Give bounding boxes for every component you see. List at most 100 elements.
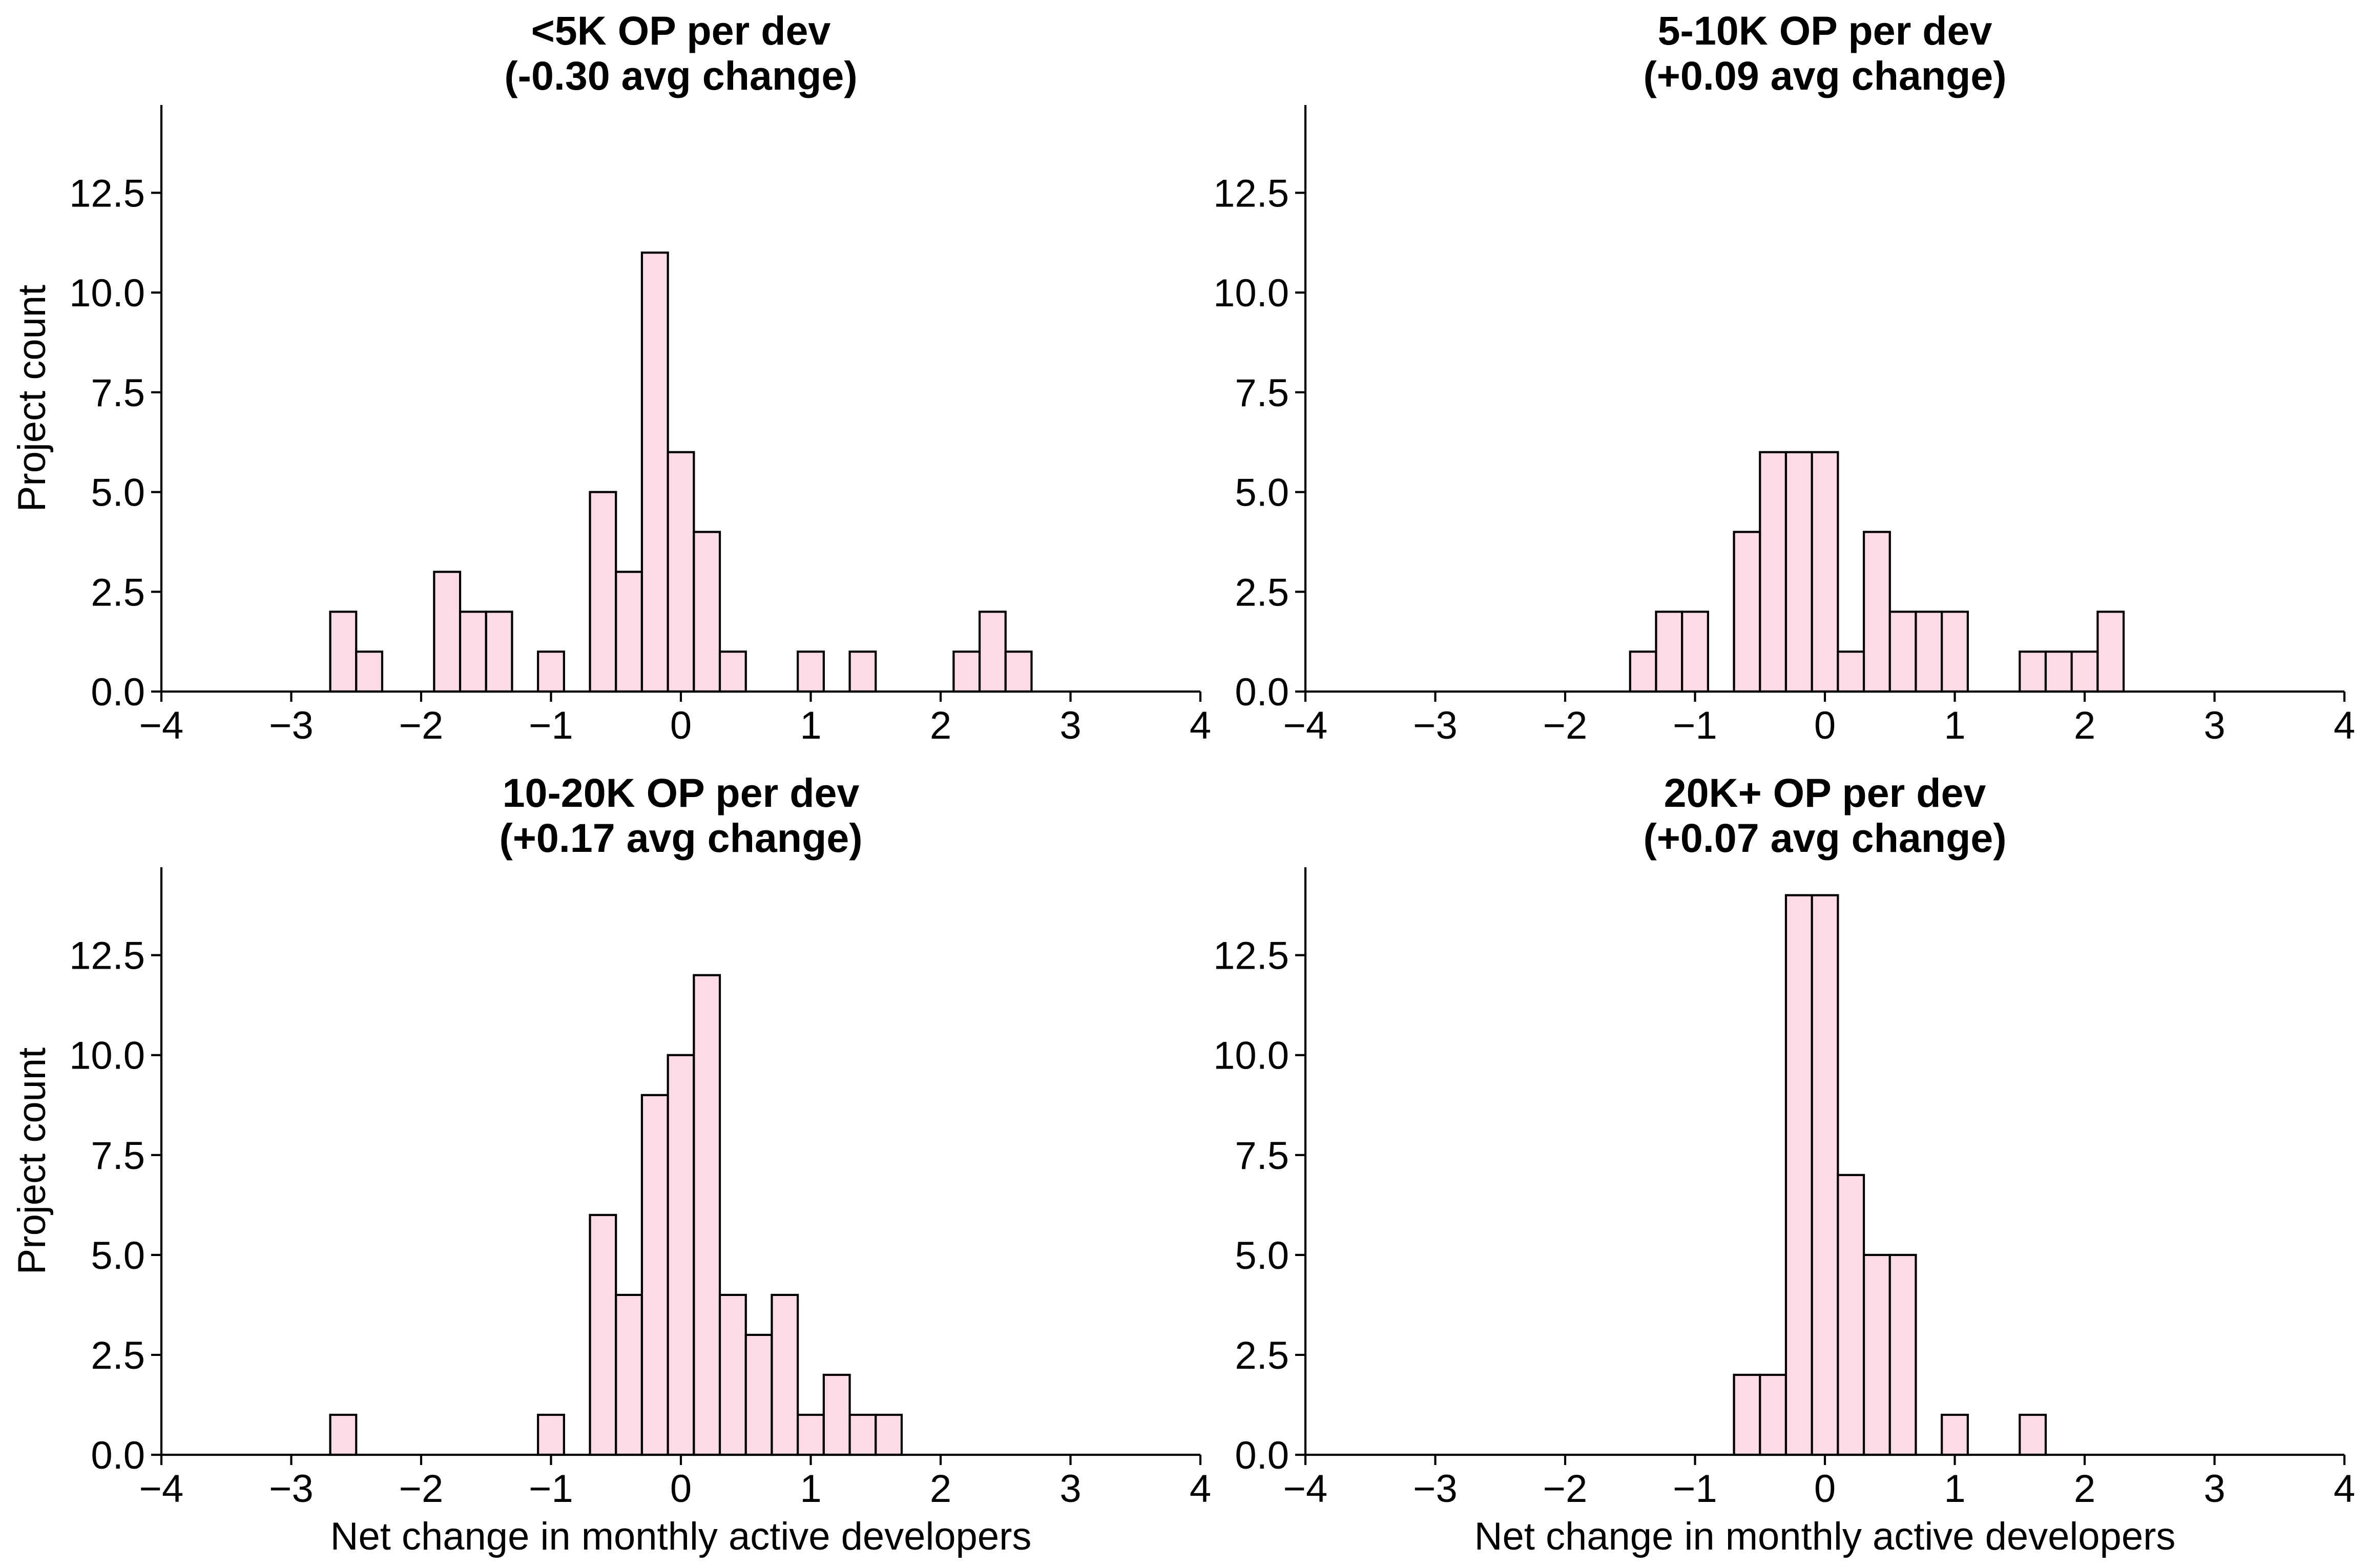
chart-subtitle: (-0.30 avg change) bbox=[504, 53, 857, 98]
histogram-bar bbox=[1811, 894, 1839, 1456]
y-tick-label: 10.0 bbox=[1213, 1034, 1289, 1078]
x-tick-label: −1 bbox=[1673, 704, 1717, 747]
x-tick-label: 1 bbox=[1944, 704, 1965, 747]
histogram-bar bbox=[2044, 651, 2073, 693]
chart-subtitle: (+0.07 avg change) bbox=[1643, 815, 2006, 861]
histogram-bar bbox=[848, 651, 877, 693]
x-tick-label: 0 bbox=[670, 1467, 692, 1511]
panel-under-5k: <5K OP per dev(-0.30 avg change) −4 −3 −2 −1… bbox=[10, 8, 1211, 747]
y-tick-label: 0.0 bbox=[91, 1434, 145, 1477]
x-axis-label: Net change in monthly active developers bbox=[1474, 1515, 2176, 1558]
histogram-bar bbox=[797, 1413, 825, 1456]
x-tick-label: −1 bbox=[529, 1467, 573, 1511]
y-tick-label: 2.5 bbox=[1235, 571, 1289, 614]
histogram-bar bbox=[2019, 651, 2047, 693]
histogram-bar bbox=[1862, 1253, 1891, 1456]
histogram-bar bbox=[329, 1413, 358, 1456]
histogram-bar bbox=[1004, 651, 1033, 693]
y-tick-label: 10.0 bbox=[69, 271, 145, 315]
histogram-bar bbox=[2096, 611, 2125, 693]
x-tick-label: −4 bbox=[139, 1467, 184, 1511]
x-tick-label: 1 bbox=[1944, 1467, 1965, 1511]
histogram-bar bbox=[771, 1293, 799, 1456]
x-tick-label: −2 bbox=[1543, 1467, 1588, 1511]
x-tick-label: 1 bbox=[800, 1467, 821, 1511]
histogram-bar bbox=[797, 651, 825, 693]
y-tick-label: 12.5 bbox=[69, 172, 145, 215]
y-tick-label: 0.0 bbox=[91, 671, 145, 714]
histogram-bar bbox=[589, 491, 617, 693]
histogram-bar bbox=[822, 1373, 851, 1456]
y-tick-label: 2.5 bbox=[91, 1334, 145, 1377]
y-tick-label: 12.5 bbox=[1213, 172, 1289, 215]
histogram-bar bbox=[537, 1413, 565, 1456]
x-tick-label: 4 bbox=[2334, 704, 2355, 747]
y-tick-label: 12.5 bbox=[1213, 934, 1289, 978]
histogram-bar bbox=[693, 531, 721, 693]
panel-10-20k: 10-20K OP per dev(+0.17 avg change) −4 −3 −… bbox=[10, 770, 1211, 1558]
histogram-bar bbox=[615, 1293, 643, 1456]
histogram-bar bbox=[1681, 611, 1709, 693]
histogram-bar bbox=[1733, 1373, 1761, 1456]
histogram-bar bbox=[1811, 451, 1839, 693]
x-tick-label: 3 bbox=[2204, 1467, 2225, 1511]
x-tick-label: −2 bbox=[399, 704, 444, 747]
x-tick-label: 3 bbox=[1059, 704, 1081, 747]
y-tick-label: 0.0 bbox=[1235, 671, 1289, 714]
x-tick-label: −3 bbox=[1413, 1467, 1458, 1511]
histogram-bar bbox=[1862, 531, 1891, 693]
x-tick-label: −1 bbox=[1673, 1467, 1717, 1511]
x-tick-label: −4 bbox=[139, 704, 184, 747]
x-tick-label: −2 bbox=[399, 1467, 444, 1511]
x-tick-label: 0 bbox=[1814, 1467, 1836, 1511]
histogram-bar bbox=[978, 611, 1007, 693]
y-axis-label: Project count bbox=[10, 285, 54, 512]
x-tick-label: −1 bbox=[529, 704, 573, 747]
x-tick-label: 3 bbox=[1059, 1467, 1081, 1511]
histogram-bar bbox=[667, 1054, 695, 1456]
histogram-bar bbox=[1629, 651, 1657, 693]
y-tick-label: 10.0 bbox=[1213, 271, 1289, 315]
histogram-bar bbox=[433, 571, 462, 693]
x-tick-label: −3 bbox=[269, 1467, 314, 1511]
histogram-bar bbox=[589, 1214, 617, 1456]
x-tick-label: 4 bbox=[1190, 1467, 1211, 1511]
histogram-bar bbox=[1655, 611, 1684, 693]
y-tick-label: 0.0 bbox=[1235, 1434, 1289, 1477]
histogram-bar bbox=[1784, 451, 1813, 693]
y-tick-label: 5.0 bbox=[1235, 1234, 1289, 1278]
histogram-bar bbox=[1888, 1253, 1917, 1456]
x-tick-label: 2 bbox=[930, 704, 951, 747]
y-tick-label: 2.5 bbox=[1235, 1334, 1289, 1377]
histogram-bar bbox=[718, 651, 747, 693]
histogram-bar bbox=[1733, 531, 1761, 693]
x-tick-label: 4 bbox=[1190, 704, 1211, 747]
y-tick-label: 5.0 bbox=[1235, 471, 1289, 515]
chart-title: 10-20K OP per dev bbox=[503, 770, 860, 816]
y-tick-label: 7.5 bbox=[91, 1134, 145, 1178]
y-tick-label: 7.5 bbox=[91, 371, 145, 415]
histogram-bar bbox=[1941, 611, 1969, 693]
histogram-bar bbox=[1784, 894, 1813, 1456]
y-tick-label: 5.0 bbox=[91, 1234, 145, 1278]
chart-title: 5-10K OP per dev bbox=[1658, 8, 1992, 53]
x-tick-label: 0 bbox=[1814, 704, 1836, 747]
histogram-bar bbox=[952, 651, 981, 693]
histogram-bar bbox=[537, 651, 565, 693]
y-tick-label: 7.5 bbox=[1235, 371, 1289, 415]
histogram-bar bbox=[875, 1413, 903, 1456]
histogram-bar bbox=[615, 571, 643, 693]
histogram-bar bbox=[1837, 651, 1865, 693]
x-tick-label: 0 bbox=[670, 704, 692, 747]
y-tick-label: 7.5 bbox=[1235, 1134, 1289, 1178]
histogram-bar bbox=[1759, 451, 1788, 693]
histogram-bar bbox=[1915, 611, 1943, 693]
y-tick-label: 5.0 bbox=[91, 471, 145, 515]
chart-title: <5K OP per dev bbox=[531, 8, 831, 53]
panel-20k-plus: 20K+ OP per dev(+0.07 avg change) −4 −3 −2 −… bbox=[1213, 770, 2355, 1558]
x-tick-label: 2 bbox=[2074, 1467, 2095, 1511]
histogram-bar bbox=[848, 1413, 877, 1456]
y-tick-label: 12.5 bbox=[69, 934, 145, 978]
histogram-bar bbox=[329, 611, 358, 693]
